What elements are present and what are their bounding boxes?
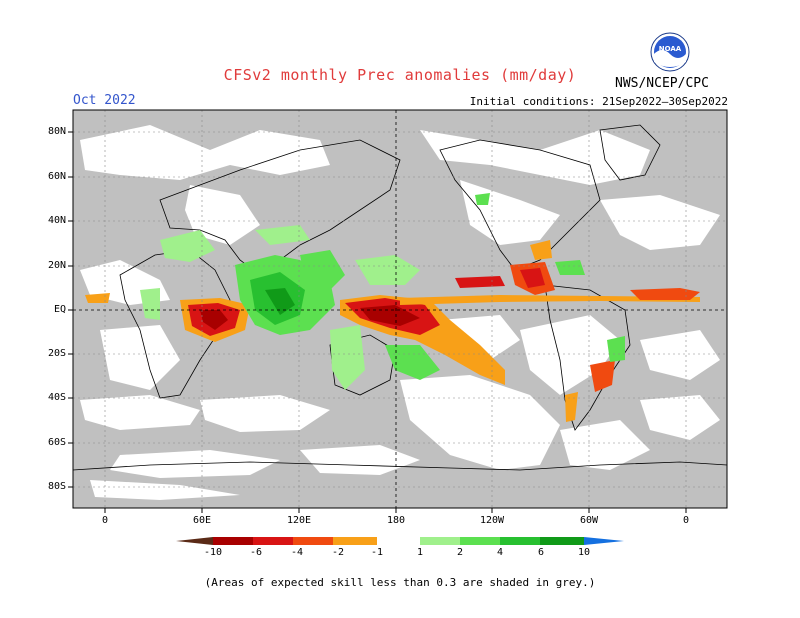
colorbar-bin-3 [293, 537, 333, 545]
noaa-logo-text: NOAA [659, 45, 682, 53]
lat-label-60n: 60N [47, 171, 66, 182]
lat-label-20s: 20S [47, 348, 66, 359]
colorbar-bin-5 [377, 537, 420, 545]
lat-label-80n: 80N [47, 126, 66, 137]
lon-label-180: 180 [386, 515, 406, 526]
skill-footnote: (Areas of expected skill less than 0.3 a… [204, 576, 596, 589]
south-america-coast [544, 284, 631, 431]
colorbar-bin-4 [333, 537, 377, 545]
initial-conditions: Initial conditions: 21Sep2022–30Sep2022 [469, 95, 728, 108]
tick-marks [68, 131, 687, 513]
colorbar-label-m4: -4 [290, 547, 304, 558]
forecast-month: Oct 2022 [73, 93, 136, 108]
coastlines [72, 124, 728, 471]
colorbar-high-arrow [584, 537, 624, 545]
colorbar-label-p6: 6 [537, 547, 545, 558]
map-frame [72, 109, 728, 509]
lat-label-40n: 40N [47, 215, 66, 226]
noaa-logo: NOAA [650, 32, 690, 72]
colorbar-label-m1: -1 [370, 547, 384, 558]
gridlines [73, 110, 727, 508]
lon-label-60w: 60W [579, 515, 599, 526]
lon-label-120w: 120W [479, 515, 505, 526]
lon-label-0-right: 0 [682, 515, 690, 526]
lat-label-eq: EQ [53, 304, 66, 315]
colorbar-low-arrow [176, 537, 213, 545]
antarctica-coast [72, 461, 728, 471]
chart-title: CFSv2 monthly Prec anomalies (mm/day) [223, 66, 577, 84]
australia-coast [329, 334, 396, 396]
colorbar-label-m6: -6 [249, 547, 263, 558]
africa-coast [119, 249, 231, 399]
colorbar-label-p10: 10 [577, 547, 591, 558]
colorbar-label-p4: 4 [496, 547, 504, 558]
lon-label-120e: 120E [286, 515, 312, 526]
lat-label-20n: 20N [47, 260, 66, 271]
lat-label-40s: 40S [47, 392, 66, 403]
colorbar-bin-1 [213, 537, 253, 545]
colorbar-bin-2 [253, 537, 293, 545]
colorbar-bin-9 [540, 537, 584, 545]
agency-label: NWS/NCEP/CPC [615, 76, 709, 91]
colorbar-label-m2: -2 [331, 547, 345, 558]
dry-anomalies [85, 240, 700, 422]
north-america-coast [439, 139, 601, 271]
wet-anomalies [140, 193, 625, 390]
lat-label-80s: 80S [47, 481, 66, 492]
colorbar-label-p1: 1 [416, 547, 424, 558]
colorbar-label-p2: 2 [456, 547, 464, 558]
eurasia-coast [159, 139, 401, 276]
colorbar-label-m10: -10 [203, 547, 223, 558]
greenland-coast [599, 124, 661, 181]
colorbar-bin-6 [420, 537, 460, 545]
lon-label-0-left: 0 [101, 515, 109, 526]
lat-label-60s: 60S [47, 437, 66, 448]
colorbar-bin-7 [460, 537, 500, 545]
colorbar-bin-8 [500, 537, 540, 545]
reference-lines [73, 110, 727, 508]
lon-label-60e: 60E [192, 515, 212, 526]
